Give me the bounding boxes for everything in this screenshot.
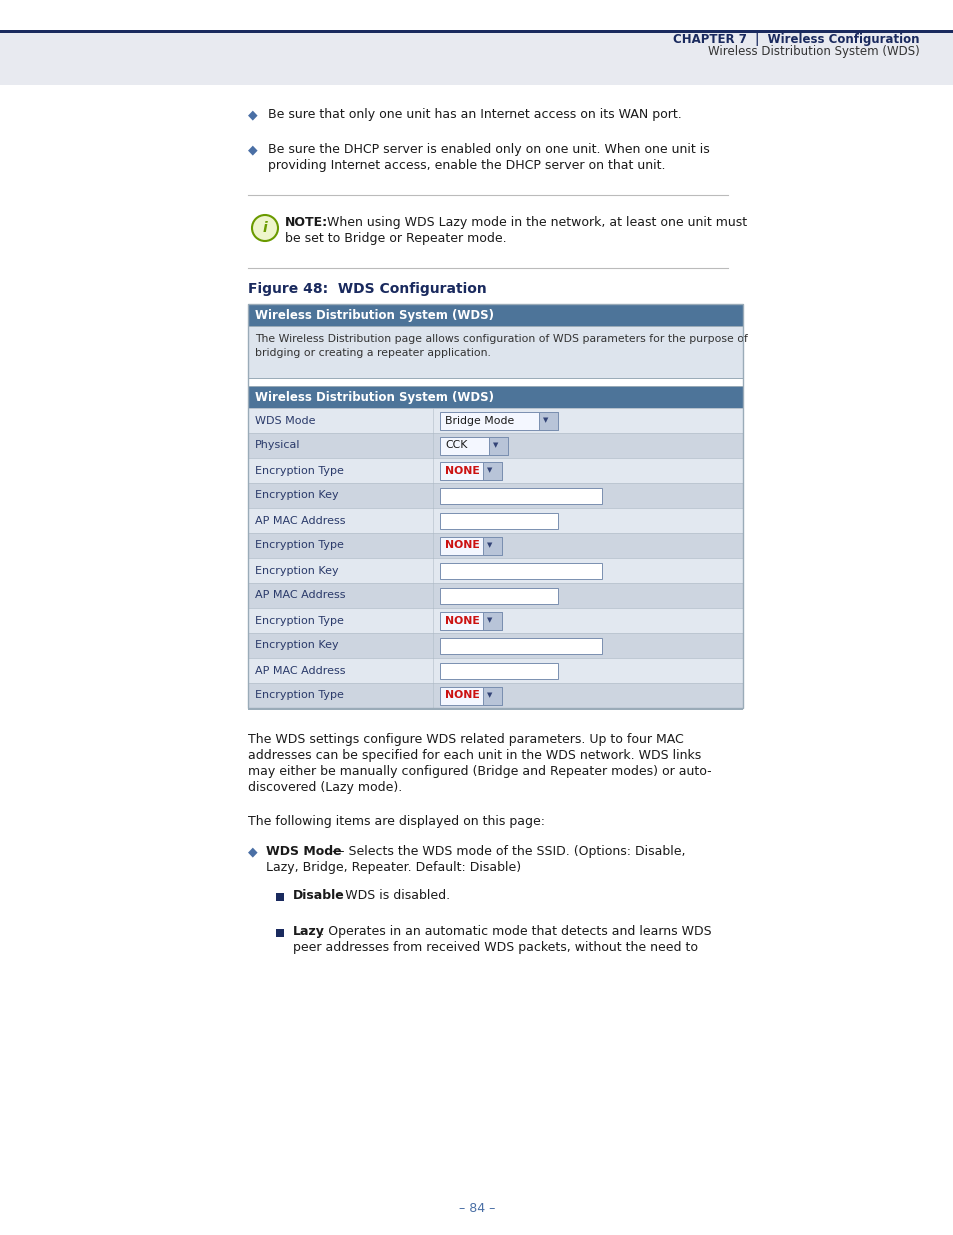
Text: Lazy, Bridge, Repeater. Default: Disable): Lazy, Bridge, Repeater. Default: Disable… [266,861,520,874]
Bar [439,637,601,653]
Bar [482,462,501,479]
Bar [482,687,501,704]
Text: bridging or creating a repeater application.: bridging or creating a repeater applicat… [254,348,491,358]
Text: NONE: NONE [444,466,479,475]
Bar [0,30,953,33]
Text: CHAPTER 7  |  Wireless Configuration: CHAPTER 7 | Wireless Configuration [673,33,919,47]
Bar [439,411,558,430]
Text: ◆: ◆ [248,845,257,858]
Text: i: i [262,221,267,235]
Bar [538,411,558,430]
Bar [275,893,284,902]
Text: The WDS settings configure WDS related parameters. Up to four MAC: The WDS settings configure WDS related p… [248,734,683,746]
Text: : WDS is disabled.: : WDS is disabled. [336,889,450,902]
Text: Encryption Key: Encryption Key [254,566,338,576]
Bar [482,536,501,555]
Bar [248,483,742,508]
Text: Encryption Type: Encryption Type [254,466,343,475]
Bar [248,534,742,558]
Text: WDS Mode: WDS Mode [254,415,315,426]
Text: The following items are displayed on this page:: The following items are displayed on thi… [248,815,544,827]
Text: ▼: ▼ [487,542,492,548]
Text: NONE: NONE [444,690,479,700]
Text: WDS Mode: WDS Mode [266,845,341,858]
Circle shape [252,215,277,241]
Text: ▼: ▼ [543,417,548,424]
Text: Encryption Key: Encryption Key [254,641,338,651]
Text: Encryption Type: Encryption Type [254,690,343,700]
Bar [248,304,742,708]
Text: ▼: ▼ [487,468,492,473]
Text: Wireless Distribution System (WDS): Wireless Distribution System (WDS) [707,46,919,58]
Text: may either be manually configured (Bridge and Repeater modes) or auto-: may either be manually configured (Bridg… [248,764,711,778]
Text: AP MAC Address: AP MAC Address [254,666,345,676]
Text: AP MAC Address: AP MAC Address [254,590,345,600]
Bar [248,408,742,433]
Text: Physical: Physical [254,441,300,451]
Bar [0,33,953,85]
Text: ◆: ◆ [248,143,257,156]
Text: Lazy: Lazy [293,925,325,939]
Text: discovered (Lazy mode).: discovered (Lazy mode). [248,781,402,794]
Bar [248,326,742,378]
Bar [439,436,507,454]
Text: The Wireless Distribution page allows configuration of WDS parameters for the pu: The Wireless Distribution page allows co… [254,333,747,345]
Text: ▼: ▼ [493,442,498,448]
Bar [439,562,601,578]
Text: When using WDS Lazy mode in the network, at least one unit must: When using WDS Lazy mode in the network,… [323,216,746,228]
Bar [248,634,742,658]
Bar [248,683,742,708]
Bar [275,929,284,937]
Text: – 84 –: – 84 – [458,1202,495,1214]
Text: : Operates in an automatic mode that detects and learns WDS: : Operates in an automatic mode that det… [319,925,711,939]
Text: ◆: ◆ [248,107,257,121]
Text: addresses can be specified for each unit in the WDS network. WDS links: addresses can be specified for each unit… [248,748,700,762]
Text: peer addresses from received WDS packets, without the need to: peer addresses from received WDS packets… [293,941,698,953]
Bar [439,611,501,630]
Bar [439,488,601,504]
Bar [248,708,742,710]
Text: NONE: NONE [444,615,479,625]
Text: Disable: Disable [293,889,344,902]
Text: AP MAC Address: AP MAC Address [254,515,345,526]
Bar [439,536,501,555]
Text: — Selects the WDS mode of the SSID. (Options: Disable,: — Selects the WDS mode of the SSID. (Opt… [328,845,685,858]
Bar [248,387,742,408]
Text: Wireless Distribution System (WDS): Wireless Distribution System (WDS) [254,309,494,321]
Bar [0,0,953,30]
Bar [439,588,558,604]
Text: Bridge Mode: Bridge Mode [444,415,514,426]
Text: ▼: ▼ [487,693,492,699]
Bar [248,658,742,683]
Text: Figure 48:  WDS Configuration: Figure 48: WDS Configuration [248,282,486,296]
Bar [248,433,742,458]
Text: Wireless Distribution System (WDS): Wireless Distribution System (WDS) [254,390,494,404]
Text: providing Internet access, enable the DHCP server on that unit.: providing Internet access, enable the DH… [268,159,665,172]
Bar [248,608,742,634]
Bar [248,304,742,326]
Text: Encryption Key: Encryption Key [254,490,338,500]
Bar [482,611,501,630]
Bar [248,508,742,534]
Text: Be sure that only one unit has an Internet access on its WAN port.: Be sure that only one unit has an Intern… [268,107,681,121]
Bar [489,436,507,454]
Bar [248,458,742,483]
Text: Encryption Type: Encryption Type [254,615,343,625]
Text: Encryption Type: Encryption Type [254,541,343,551]
Text: ▼: ▼ [487,618,492,624]
Bar [439,687,501,704]
Bar [439,462,501,479]
Bar [439,513,558,529]
Text: NOTE:: NOTE: [285,216,328,228]
Bar [248,378,742,387]
Bar [439,662,558,678]
Text: CCK: CCK [444,441,467,451]
Bar [248,583,742,608]
Text: be set to Bridge or Repeater mode.: be set to Bridge or Repeater mode. [285,232,506,245]
Text: NONE: NONE [444,541,479,551]
Bar [248,558,742,583]
Text: Be sure the DHCP server is enabled only on one unit. When one unit is: Be sure the DHCP server is enabled only … [268,143,709,156]
